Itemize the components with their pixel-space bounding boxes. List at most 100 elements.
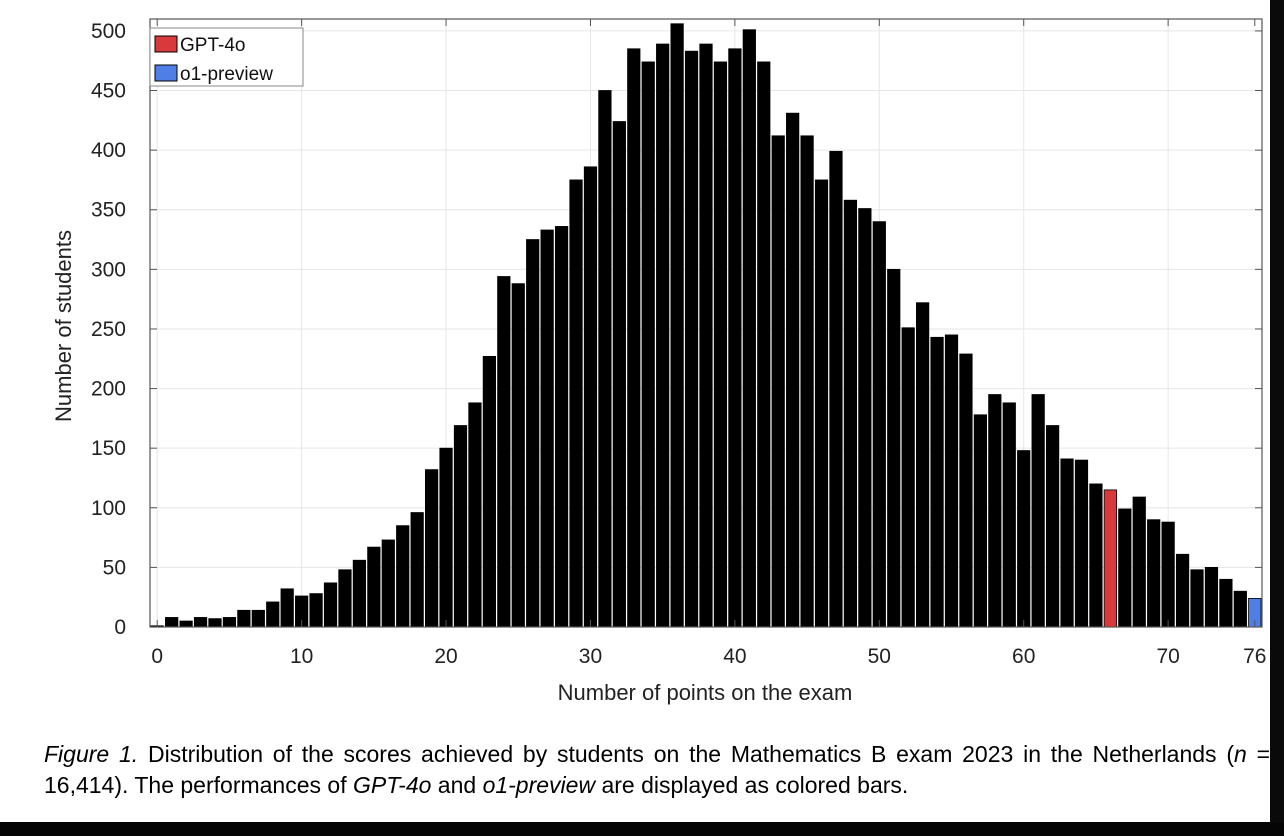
figure-caption: Figure 1. Distribution of the scores ach… (44, 739, 1270, 801)
bar-68 (1132, 496, 1146, 628)
bar-9 (280, 588, 294, 628)
bar-62 (1045, 425, 1060, 628)
y-tick-label: 50 (103, 556, 126, 579)
bar-36 (670, 23, 684, 628)
bars (150, 23, 1262, 628)
bar-56 (959, 353, 973, 628)
y-tick-label: 250 (91, 318, 126, 341)
bar-48 (843, 199, 858, 628)
x-tick-label: 20 (434, 645, 457, 668)
bar-3 (193, 617, 208, 628)
legend-label-o1-preview: o1-preview (180, 64, 273, 85)
bar-54 (930, 336, 944, 628)
bar-13 (338, 569, 352, 628)
x-axis-label: Number of points on the exam (558, 680, 853, 705)
y-axis-label: Number of students (51, 230, 76, 422)
bar-53 (916, 302, 930, 628)
bar-24 (497, 276, 511, 628)
bar-70 (1161, 521, 1175, 628)
x-tick-label: 30 (579, 645, 602, 668)
y-tick-label: 0 (114, 616, 126, 639)
caption-label: Figure 1. (44, 741, 139, 767)
bar-1 (165, 617, 179, 628)
y-tick-label: 200 (91, 378, 126, 401)
bar-67 (1118, 508, 1132, 628)
bar-19 (424, 469, 439, 628)
legend-swatch-o1-preview (154, 64, 178, 82)
bar-42 (757, 61, 771, 628)
dark-border-bottom (0, 822, 1284, 836)
bar-6 (237, 609, 251, 628)
bar-52 (901, 327, 915, 628)
bar-32 (612, 121, 626, 628)
bar-73 (1204, 566, 1219, 628)
bar-26 (526, 239, 540, 628)
bar-64 (1074, 459, 1089, 628)
caption-part2: = 16,414). The performances of (44, 741, 1271, 798)
bar-65 (1089, 483, 1103, 628)
plot-frame (149, 18, 1263, 628)
bar-61 (1031, 394, 1045, 628)
bar-25 (511, 283, 525, 628)
dark-border-right (1270, 0, 1284, 836)
x-tick-label: 70 (1156, 645, 1179, 668)
bar-49 (858, 208, 872, 628)
bar-75 (1233, 590, 1247, 628)
bar-7 (251, 609, 265, 628)
y-tick-label: 350 (91, 199, 126, 222)
x-tick-label: 76 (1243, 645, 1266, 668)
bar-29 (569, 179, 583, 628)
legend: GPT-4o o1-preview (149, 27, 304, 87)
x-tick-label: 0 (151, 645, 163, 668)
bar-highlight-66 (1103, 489, 1117, 628)
bar-8 (266, 601, 280, 628)
y-tick-label: 450 (91, 80, 126, 103)
x-tick-label: 40 (723, 645, 746, 668)
y-tick-label: 400 (91, 139, 126, 162)
bar-47 (829, 150, 843, 628)
bar-71 (1175, 553, 1190, 628)
bar-45 (800, 135, 814, 628)
caption-model1: GPT-4o (352, 772, 432, 798)
y-tick-label: 100 (91, 497, 126, 520)
figure: 0 10 20 30 40 50 60 70 76 0 50 100 150 200 250 300 350 40… (0, 0, 1270, 822)
bar-11 (309, 593, 323, 628)
bar-35 (656, 43, 670, 628)
bar-60 (1017, 450, 1031, 628)
bar-31 (598, 90, 612, 628)
bar-12 (323, 582, 338, 628)
x-tick-label: 10 (290, 645, 313, 668)
bar-14 (352, 559, 367, 628)
bar-57 (973, 414, 987, 628)
bar-30 (583, 166, 598, 628)
bar-5 (222, 617, 237, 628)
bar-51 (887, 268, 901, 628)
bar-27 (540, 229, 554, 628)
bar-23 (482, 355, 496, 628)
y-tick-label: 500 (91, 20, 126, 43)
axis-ticks: 0 10 20 30 40 50 60 70 76 0 50 100 150 200 250 300 350 40… (91, 19, 1266, 668)
bar-69 (1147, 519, 1161, 628)
bar-59 (1002, 402, 1016, 628)
bar-74 (1219, 578, 1233, 628)
bar-40 (728, 48, 742, 628)
bar-22 (468, 402, 482, 628)
bar-43 (771, 135, 785, 628)
x-tick-label: 60 (1012, 645, 1035, 668)
histogram-chart: 0 10 20 30 40 50 60 70 76 0 50 100 150 200 250 300 350 40… (51, 18, 1266, 705)
bar-38 (699, 43, 713, 628)
bar-63 (1060, 458, 1074, 628)
bar-28 (554, 226, 569, 628)
caption-part4: are displayed as colored bars. (595, 772, 909, 798)
bar-34 (641, 61, 655, 628)
bar-72 (1190, 569, 1204, 628)
bar-20 (439, 447, 453, 628)
bar-33 (627, 48, 641, 628)
bar-41 (742, 29, 756, 628)
bar-50 (872, 221, 886, 628)
bar-15 (367, 546, 381, 628)
caption-part3: and (431, 772, 483, 798)
y-tick-label: 300 (91, 258, 126, 281)
bar-18 (410, 512, 424, 628)
legend-label-gpt4o: GPT-4o (180, 35, 245, 56)
